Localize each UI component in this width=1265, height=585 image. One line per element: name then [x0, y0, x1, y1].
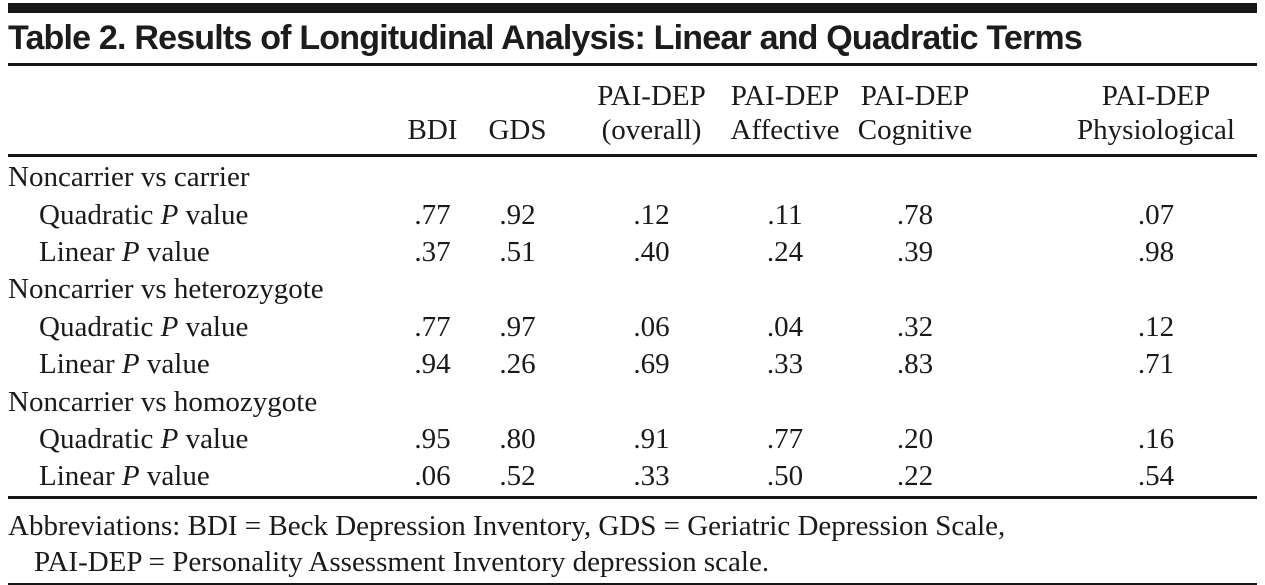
cell-value: .71	[1137, 348, 1175, 381]
footnote-line-1: Abbreviations: BDI = Beck Depression Inv…	[8, 509, 1006, 542]
abbreviations-footnote: Abbreviations: BDI = Beck Depression Inv…	[8, 499, 1257, 583]
row-label: Linear P value	[39, 235, 210, 268]
cell-value: .12	[1137, 310, 1175, 343]
cell-value: .98	[1137, 235, 1175, 268]
cell-value: .39	[896, 235, 934, 268]
cell-value: .80	[499, 422, 536, 455]
cell-value: .33	[766, 348, 804, 381]
cell-value: .16	[1137, 422, 1175, 455]
col-header-pai-dep-overall: PAI-DEP (overall)	[597, 80, 706, 146]
group-label: Noncarrier vs homozygote	[8, 385, 318, 418]
footnote-line-2: PAI-DEP = Personality Assessment Invento…	[34, 545, 770, 578]
top-border	[8, 3, 1257, 13]
column-header-row: BDI GDS PAI-DEP (overall) PAI-DEP Affect…	[8, 66, 1257, 154]
cell-value: .40	[633, 235, 670, 268]
cell-value: .77	[414, 310, 451, 343]
group-row-noncarrier-vs-carrier: Noncarrier vs carrier	[8, 159, 1257, 196]
cell-value: .52	[499, 460, 536, 493]
group-row-noncarrier-vs-homozygote: Noncarrier vs homozygote	[8, 383, 1257, 420]
cell-value: .54	[1137, 460, 1175, 493]
col-header-pai-dep-physiological: PAI-DEP Physiological	[1077, 80, 1235, 146]
table-row-linear-homozygote: Linear P value .06 .52 .33 .50 .22 .54	[8, 458, 1257, 495]
group-row-noncarrier-vs-heterozygote: Noncarrier vs heterozygote	[8, 271, 1257, 308]
col-header-gds: GDS	[488, 114, 547, 146]
cell-value: .24	[766, 235, 804, 268]
cell-value: .94	[414, 348, 451, 381]
cell-value: .11	[767, 198, 803, 231]
cell-value: .06	[414, 460, 451, 493]
row-label: Linear P value	[39, 460, 210, 493]
cell-value: .69	[633, 348, 670, 381]
cell-value: .78	[896, 198, 934, 231]
table-body: Noncarrier vs carrier Quadratic P value …	[8, 157, 1257, 496]
cell-value: .77	[414, 198, 451, 231]
table-row-quadratic-homozygote: Quadratic P value .95 .80 .91 .77 .20 .1…	[8, 421, 1257, 458]
table-row-quadratic-heterozygote: Quadratic P value .77 .97 .06 .04 .32 .1…	[8, 309, 1257, 346]
cell-value: .20	[896, 422, 934, 455]
body-bottom-divider	[8, 495, 1257, 499]
group-label: Noncarrier vs heterozygote	[8, 273, 324, 306]
row-label: Quadratic P value	[39, 198, 249, 231]
cell-value: .95	[414, 422, 451, 455]
title-underline	[8, 63, 1257, 66]
cell-value: .04	[766, 310, 804, 343]
cell-value: .91	[633, 422, 670, 455]
cell-value: .51	[499, 235, 536, 268]
cell-value: .83	[896, 348, 934, 381]
row-label: Linear P value	[39, 348, 210, 381]
cell-value: .22	[896, 460, 934, 493]
table-row-linear-heterozygote: Linear P value .94 .26 .69 .33 .83 .71	[8, 346, 1257, 383]
cell-value: .77	[766, 422, 804, 455]
row-label: Quadratic P value	[39, 310, 249, 343]
table-title: Table 2. Results of Longitudinal Analysi…	[8, 19, 1083, 57]
cell-value: .50	[766, 460, 804, 493]
cell-value: .97	[499, 310, 536, 343]
cell-value: .07	[1137, 198, 1175, 231]
cell-value: .37	[414, 235, 451, 268]
header-divider	[8, 154, 1257, 157]
bottom-border	[8, 582, 1257, 585]
cell-value: .06	[633, 310, 670, 343]
group-label: Noncarrier vs carrier	[8, 161, 250, 194]
cell-value: .92	[499, 198, 536, 231]
col-header-pai-dep-cognitive: PAI-DEP Cognitive	[857, 80, 973, 146]
cell-value: .33	[633, 460, 670, 493]
cell-value: .12	[633, 198, 670, 231]
row-label: Quadratic P value	[39, 422, 249, 455]
table-row-quadratic-carrier: Quadratic P value .77 .92 .12 .11 .78 .0…	[8, 196, 1257, 233]
col-header-bdi: BDI	[407, 114, 458, 146]
cell-value: .26	[499, 348, 536, 381]
col-header-pai-dep-affective: PAI-DEP Affective	[730, 80, 840, 146]
cell-value: .32	[896, 310, 934, 343]
table-row-linear-carrier: Linear P value .37 .51 .40 .24 .39 .98	[8, 234, 1257, 271]
